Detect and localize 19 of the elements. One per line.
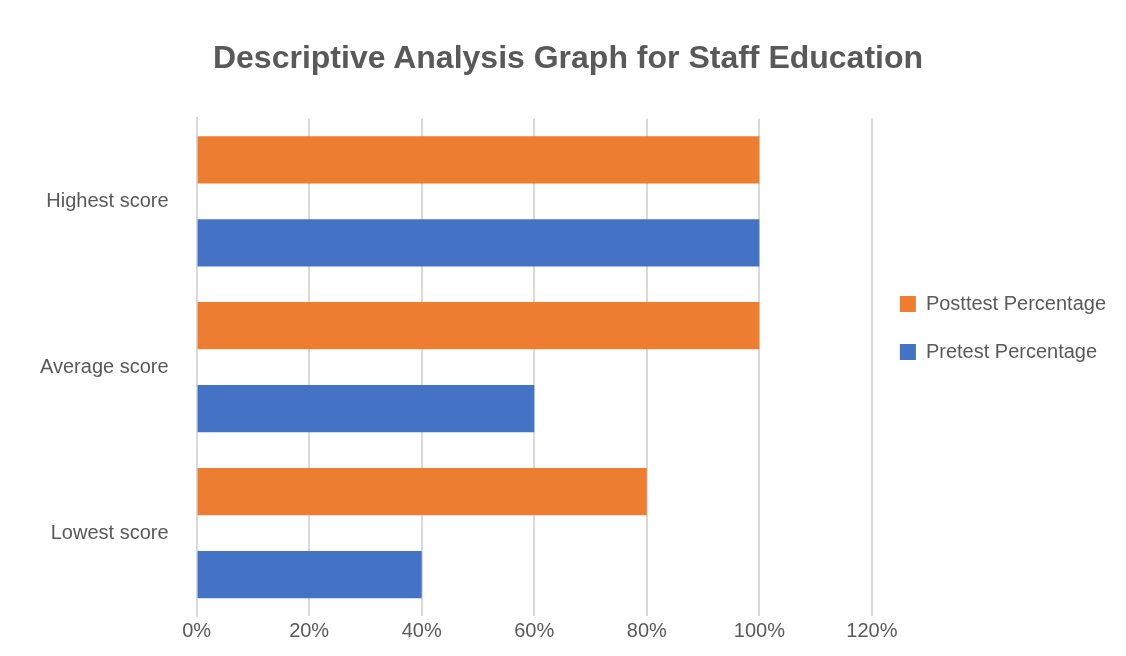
chart-title: Descriptive Analysis Graph for Staff Education <box>212 39 924 76</box>
y-tick-label: Highest score <box>46 188 169 211</box>
x-tick-label: 60% <box>514 618 555 641</box>
x-tick-label: 40% <box>401 618 442 641</box>
bar <box>197 136 760 184</box>
bar <box>197 219 760 267</box>
x-tick-label: 100% <box>733 618 786 641</box>
legend-label: Pretest Percentage <box>925 339 1098 362</box>
bar <box>197 467 647 516</box>
x-tick-label: 80% <box>626 618 668 641</box>
bar <box>197 385 535 433</box>
x-tick-label: 120% <box>846 618 898 641</box>
x-tick-label: 0% <box>182 618 212 641</box>
legend-label: Posttest Percentage <box>925 291 1106 314</box>
bar <box>197 302 760 350</box>
bar <box>197 550 422 599</box>
y-tick-label: Average score <box>40 354 169 377</box>
y-tick-label: Lowest score <box>50 520 169 543</box>
x-tick-label: 20% <box>289 618 330 641</box>
